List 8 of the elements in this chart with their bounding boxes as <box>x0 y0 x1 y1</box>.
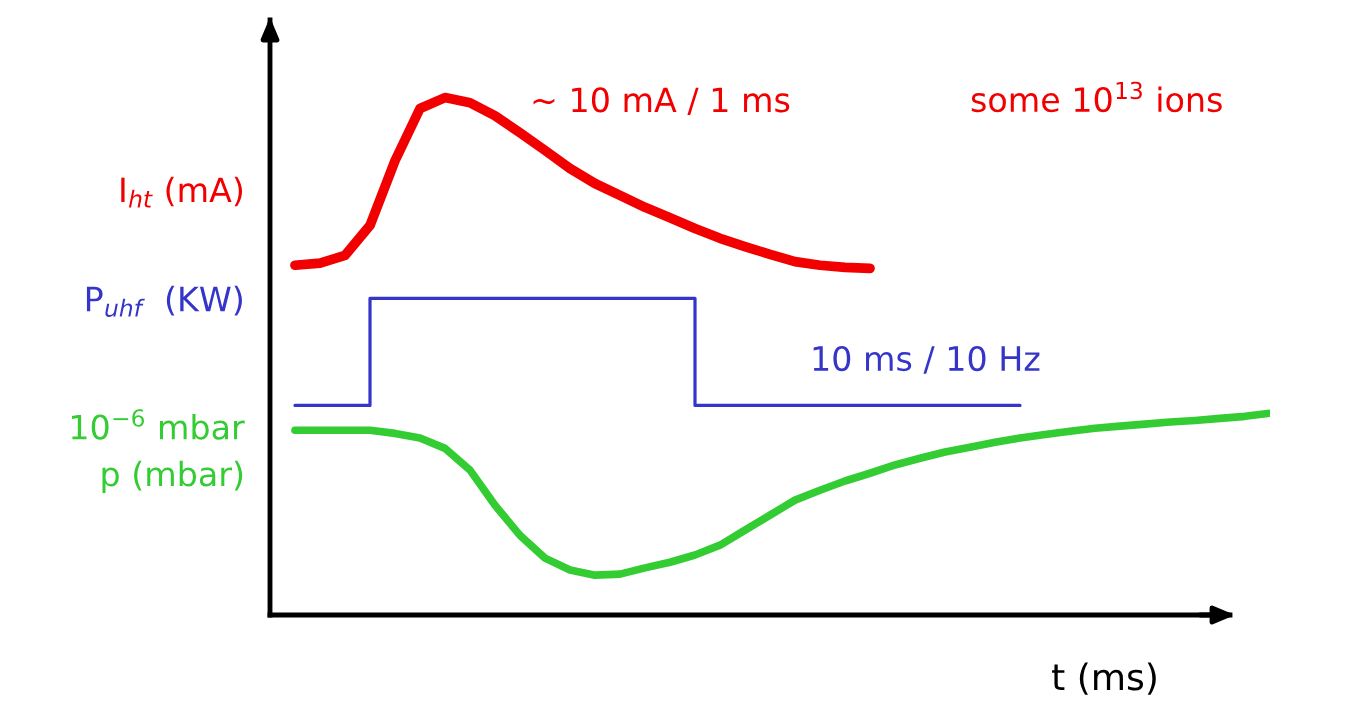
x-axis-title: t (ms) <box>1052 662 1156 695</box>
text: P$_{uhf}$ (KW) <box>86 285 242 317</box>
text: 10$^{−6}$ mbar <box>71 409 245 440</box>
annotation: ~ 10 mA / 1 ms <box>533 87 790 116</box>
annotation: some 10$^{13}$ ions <box>971 81 1222 113</box>
annotation: 10 ms / 10 Hz <box>813 345 1040 374</box>
series-label: p (mbar) <box>102 460 243 493</box>
text: I$_{ht}$ (mA) <box>121 176 243 208</box>
